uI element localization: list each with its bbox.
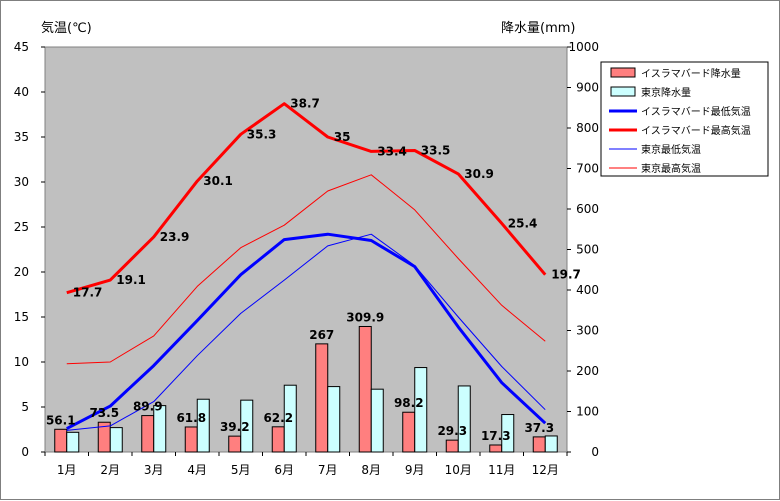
legend-item-islamabad-min-temp-label: イスラマバード最低気温 [641,105,751,118]
bar-tokyo-precip [240,399,254,453]
y-right-tick-label: 200 [576,364,599,378]
x-tick-label: 9月 [405,463,425,477]
max-temp-data-label: 25.4 [508,216,538,230]
legend-item-islamabad-precip-swatch [610,67,636,78]
y-left-tick-label: 25 [14,220,29,234]
legend-item-tokyo-precip-label: 東京降水量 [641,86,691,99]
x-tick-label: 7月 [318,463,338,477]
precip-data-label: 29.3 [437,424,467,438]
line-tokyo-max-temp [66,174,546,365]
x-tick-label: 12月 [532,463,559,477]
bar-islamabad-precip [228,435,242,453]
y-left-tick-label: 20 [14,265,29,279]
y-right-tick-label: 500 [576,243,599,257]
y-right-tick-label: 300 [576,324,599,338]
max-temp-data-label: 19.1 [116,273,146,287]
max-temp-data-label: 17.7 [73,286,103,300]
bar-islamabad-precip [532,436,546,453]
precip-data-label: 39.2 [220,420,250,434]
x-tick-label: 4月 [187,463,207,477]
bar-islamabad-precip [445,439,459,453]
bar-islamabad-precip [54,428,68,453]
y-left-tick-label: 5 [21,400,29,414]
bar-islamabad-precip [358,325,372,453]
bar-tokyo-precip [153,405,167,453]
y-axis-left-title: 気温(℃) [41,20,92,36]
bar-islamabad-precip [489,444,503,453]
bar-tokyo-precip [327,386,341,453]
y-left-tick-label: 45 [14,40,29,54]
bar-tokyo-precip [414,367,428,453]
precip-data-label: 267 [309,328,334,342]
legend: イスラマバード降水量東京降水量イスラマバード最低気温イスラマバード最高気温東京最… [600,61,769,177]
bar-islamabad-precip [315,343,329,453]
y-left-tick-label: 10 [14,355,29,369]
bar-tokyo-precip [544,435,558,453]
y-right-tick-label: 400 [576,283,599,297]
precip-data-label: 56.1 [46,413,76,427]
bar-islamabad-precip [141,415,155,453]
legend-item-islamabad-precip-label: イスラマバード降水量 [641,67,741,80]
bar-tokyo-precip [66,431,80,453]
max-temp-data-label: 33.4 [377,144,407,158]
legend-item-tokyo-min-temp-label: 東京最低気温 [641,143,701,156]
y-right-tick-label: 0 [591,445,599,459]
bar-tokyo-precip [370,388,384,453]
bar-tokyo-precip [283,384,297,453]
max-temp-data-label: 23.9 [160,230,190,244]
precip-data-label: 37.3 [524,421,554,435]
legend-item-islamabad-max-temp-label: イスラマバード最高気温 [641,124,751,137]
bar-islamabad-precip [402,411,416,453]
x-tick-label: 8月 [361,463,381,477]
bar-tokyo-precip [501,414,515,453]
line-islamabad-min-temp [66,232,547,430]
precip-data-label: 309.9 [346,310,384,324]
max-temp-data-label: 35.3 [247,127,277,141]
y-right-tick-label: 800 [576,121,599,135]
x-tick-label: 10月 [445,463,472,477]
max-temp-data-label: 35 [334,130,351,144]
y-left-tick-label: 0 [21,445,29,459]
x-tick-label: 6月 [274,463,294,477]
x-tick-label: 3月 [144,463,164,477]
legend-item-tokyo-precip-swatch [610,86,636,97]
x-tick-label: 2月 [100,463,120,477]
max-temp-data-label: 30.9 [464,167,494,181]
y-left-tick-label: 30 [14,175,29,189]
y-right-tick-label: 900 [576,81,599,95]
x-tick-label: 5月 [231,463,251,477]
legend-box [600,61,769,177]
max-temp-data-label: 30.1 [203,174,233,188]
bar-islamabad-precip [271,426,285,453]
y-right-tick-label: 100 [576,405,599,419]
precip-data-label: 73.5 [89,406,119,420]
bar-tokyo-precip [109,427,123,453]
y-right-tick-label: 600 [576,202,599,216]
bar-islamabad-precip [184,426,198,453]
max-temp-data-label: 33.5 [421,144,451,158]
y-right-tick-label: 700 [576,162,599,176]
x-tick-label: 1月 [57,463,77,477]
precip-data-label: 17.3 [481,429,511,443]
precip-data-label: 98.2 [394,396,424,410]
precip-data-label: 61.8 [176,411,206,425]
max-temp-data-label: 19.7 [551,268,581,282]
max-temp-data-label: 38.7 [290,97,320,111]
y-left-tick-label: 35 [14,130,29,144]
y-axis-right-title: 降水量(mm) [501,21,575,36]
y-left-tick-label: 15 [14,310,29,324]
line-tokyo-min-temp [66,233,546,431]
y-left-tick-label: 40 [14,85,29,99]
bar-tokyo-precip [457,385,471,453]
precip-data-label: 62.2 [263,411,293,425]
precip-data-label: 89.9 [133,400,163,414]
y-right-tick-label: 1000 [568,40,599,54]
line-islamabad-max-temp [66,102,547,295]
bar-tokyo-precip [196,398,210,453]
x-tick-label: 11月 [488,463,515,477]
legend-item-tokyo-max-temp-label: 東京最高気温 [641,162,701,175]
